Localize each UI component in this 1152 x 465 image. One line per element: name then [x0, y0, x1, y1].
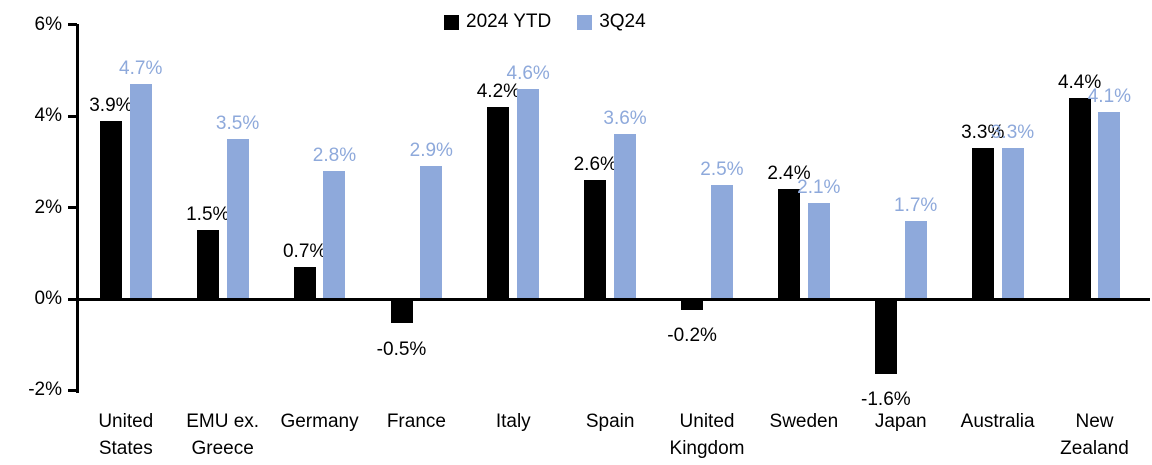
category-label: France [386, 411, 446, 432]
bar-value-label: 4.6% [506, 62, 550, 84]
bar-value-label: 2.5% [700, 158, 744, 180]
category-label: United Kingdom [669, 411, 745, 459]
bar-3q24-1 [129, 84, 152, 299]
bar-value-label: 4.7% [119, 58, 163, 80]
bar-value-label: 2.8% [312, 145, 357, 166]
y-axis-tick-mark [68, 206, 77, 210]
bar-3q24-5 [517, 88, 540, 299]
bar-value-label: 2.9% [409, 140, 453, 162]
y-axis-tick-mark [68, 297, 77, 301]
bar-3q24-6 [614, 134, 637, 299]
bar-value-label: 3.3% [961, 122, 1005, 144]
y-axis-tick-mark [68, 23, 77, 27]
legend-swatch-2024-ytd [444, 14, 459, 30]
category-label: Japan [874, 411, 927, 432]
bar-2024ytd-8 [777, 189, 800, 299]
bar-value-label: 1.5% [186, 204, 230, 226]
bar-2024ytd-9 [874, 300, 897, 374]
bar-2024ytd-7 [681, 300, 704, 310]
bar-value-label: 4.4% [1057, 71, 1102, 93]
y-axis-tick-label: -2% [28, 379, 62, 401]
bar-2024ytd-1 [99, 120, 122, 299]
category-label: Italy [495, 411, 531, 432]
y-axis-tick-label: 6% [34, 13, 62, 35]
category-label: Australia [960, 411, 1035, 432]
legend-label-2024-ytd: 2024 YTD [466, 11, 552, 32]
bar-value-label: 3.6% [603, 108, 647, 130]
bar-2024ytd-6 [584, 180, 607, 299]
bar-value-label: 2.4% [767, 163, 811, 185]
bar-2024ytd-2 [196, 230, 219, 299]
category-label: Germany [280, 411, 359, 432]
category-label: Spain [585, 411, 635, 432]
legend-item-2024-ytd: 2024 YTD [444, 11, 551, 33]
bar-3q24-2 [226, 139, 249, 299]
bar-3q24-8 [807, 203, 830, 299]
bar-value-label: 3.5% [215, 113, 260, 134]
y-axis-tick-mark [68, 388, 77, 392]
y-axis-tick-mark [68, 114, 77, 118]
legend-item-3q24: 3Q24 [577, 11, 646, 33]
bar-value-label: -1.6% [861, 389, 911, 411]
y-axis-tick-label: 4% [34, 105, 62, 127]
bar-3q24-9 [904, 221, 927, 299]
legend: 2024 YTD 3Q24 [444, 11, 646, 33]
bar-value-label: 3.9% [89, 94, 133, 116]
bar-2024ytd-11 [1068, 97, 1091, 299]
bar-value-label: 1.7% [894, 195, 938, 217]
category-label: New Zealand [1060, 411, 1129, 459]
bar-3q24-11 [1098, 111, 1121, 299]
bar-2024ytd-3 [293, 267, 316, 299]
bar-value-label: 4.1% [1087, 85, 1132, 107]
bar-3q24-4 [420, 166, 443, 299]
legend-swatch-3q24 [577, 14, 593, 30]
bar-value-label: 4.2% [476, 81, 521, 103]
bar-value-label: 2.1% [797, 177, 841, 198]
bar-3q24-7 [710, 184, 733, 299]
bar-value-label: 0.7% [282, 241, 327, 262]
bar-value-label: -0.2% [667, 325, 717, 347]
y-axis-tick-label: 2% [34, 196, 62, 218]
category-label: EMU ex. Greece [186, 411, 260, 459]
x-axis-line [75, 297, 1150, 301]
bar-value-label: -0.5% [376, 338, 427, 360]
y-axis-line [75, 24, 79, 393]
bar-2024ytd-4 [390, 300, 413, 324]
category-label: Sweden [769, 411, 839, 432]
bar-value-label: 3.3% [990, 122, 1035, 144]
bar-2024ytd-10 [971, 148, 994, 299]
bar-value-label: 2.6% [573, 154, 617, 176]
bar-2024ytd-5 [487, 107, 510, 299]
bar-3q24-3 [323, 171, 346, 299]
bar-3q24-10 [1001, 148, 1024, 299]
legend-label-3q24: 3Q24 [599, 11, 646, 32]
y-axis-tick-label: 0% [34, 288, 62, 309]
category-label: United States [98, 411, 154, 459]
